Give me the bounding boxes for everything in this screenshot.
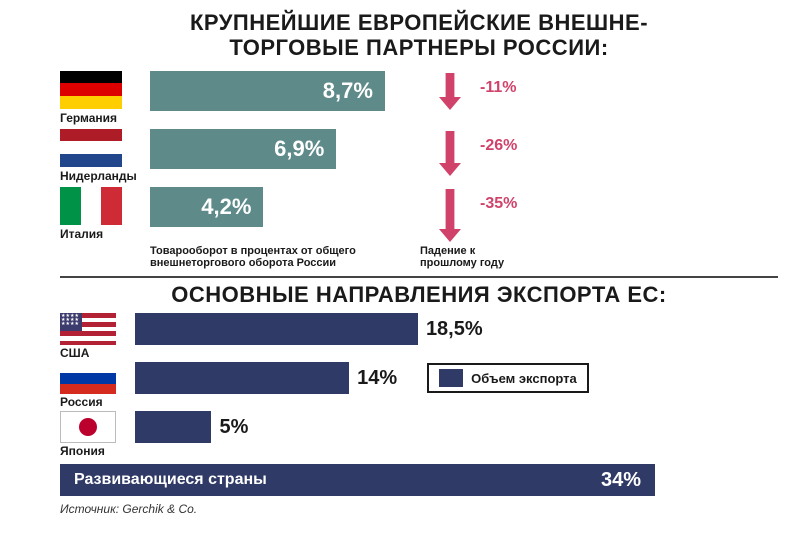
export-bar <box>135 362 349 394</box>
country-label: Италия <box>60 227 103 241</box>
caption-bar: Товарооборот в процентах от общего внешн… <box>150 245 360 270</box>
down-arrow-icon <box>439 73 461 111</box>
legend-label: Объем экспорта <box>471 371 577 386</box>
export-bar <box>135 411 211 443</box>
developing-row: Развивающиеся страны 34% <box>60 464 778 496</box>
trade-bar-value: 6,9% <box>274 136 324 162</box>
down-arrow-icon <box>439 189 461 243</box>
section1-title-line2: ТОРГОВЫЕ ПАРТНЕРЫ РОССИИ: <box>60 35 778 60</box>
flag-icon <box>60 71 122 109</box>
legend: Объем экспорта <box>427 363 589 393</box>
flag-icon <box>60 411 116 443</box>
export-bar-value: 18,5% <box>426 318 483 341</box>
export-row: США 18,5% <box>60 313 778 360</box>
trade-bar: 6,9% <box>150 129 336 169</box>
source-line: Источник: Gerchik & Co. <box>60 502 778 516</box>
trade-bar: 4,2% <box>150 187 263 227</box>
developing-value: 34% <box>601 469 641 492</box>
change-value: -11% <box>480 71 540 97</box>
developing-label: Развивающиеся страны <box>74 471 267 489</box>
partner-row: Германия 8,7% -11% <box>60 71 778 125</box>
section1-title: КРУПНЕЙШИЕ ЕВРОПЕЙСКИЕ ВНЕШНЕ- ТОРГОВЫЕ … <box>60 10 778 61</box>
country-label: Германия <box>60 111 117 125</box>
change-value: -35% <box>480 187 540 213</box>
flag-icon <box>60 187 122 225</box>
export-row: Япония 5% <box>60 411 778 458</box>
flag-icon <box>60 313 116 345</box>
export-row: Россия 14% Объем экспорта <box>60 362 778 409</box>
country-label: США <box>60 346 135 360</box>
legend-swatch <box>439 369 463 387</box>
down-arrow-icon <box>439 131 461 177</box>
flag-icon <box>60 129 122 167</box>
caption-arrow: Падение к прошлому году <box>420 245 530 270</box>
country-label: Япония <box>60 444 135 458</box>
export-bar-value: 5% <box>219 416 248 439</box>
country-label: Нидерланды <box>60 169 137 183</box>
trade-bar-value: 8,7% <box>323 78 373 104</box>
developing-bar: Развивающиеся страны 34% <box>60 464 655 496</box>
change-value: -26% <box>480 129 540 155</box>
section2-title: ОСНОВНЫЕ НАПРАВЛЕНИЯ ЭКСПОРТА ЕС: <box>60 282 778 307</box>
trade-bar-value: 4,2% <box>201 194 251 220</box>
export-bar <box>135 313 418 345</box>
section1-captions: Товарооборот в процентах от общего внешн… <box>60 245 778 270</box>
flag-icon <box>60 362 116 394</box>
section1-rows: Германия 8,7% -11% Нидерланды 6,9% -26% Италия… <box>60 71 778 270</box>
section-divider <box>60 276 778 278</box>
section1-title-line1: КРУПНЕЙШИЕ ЕВРОПЕЙСКИЕ ВНЕШНЕ- <box>60 10 778 35</box>
export-bar-value: 14% <box>357 367 397 390</box>
trade-bar: 8,7% <box>150 71 385 111</box>
partner-row: Нидерланды 6,9% -26% <box>60 129 778 183</box>
country-label: Россия <box>60 395 135 409</box>
partner-row: Италия 4,2% -35% <box>60 187 778 243</box>
section2-rows: США 18,5% Россия 14% Объем экспорта Япония 5% <box>60 313 778 458</box>
